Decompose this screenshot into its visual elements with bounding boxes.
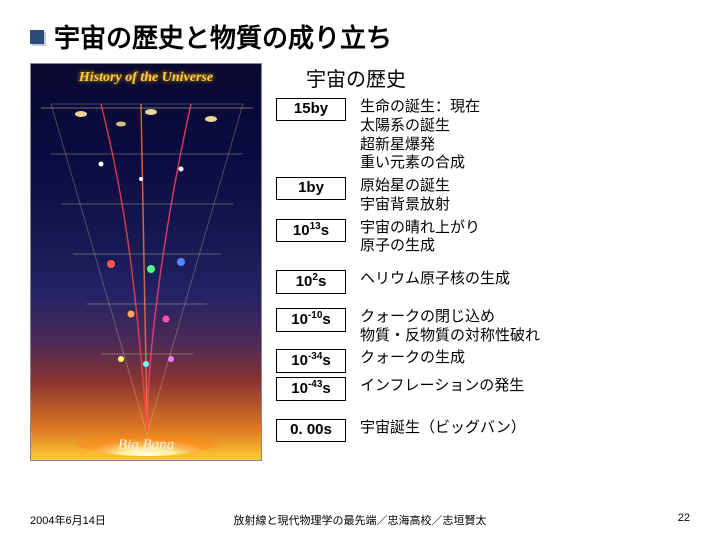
timeline-row: 10-43s インフレーションの発生 xyxy=(276,377,690,401)
footer: 2004年6月14日 放射線と現代物理学の最先端／忠海高校／志垣賢太 22 xyxy=(30,512,690,528)
time-desc: インフレーションの発生 xyxy=(360,377,524,396)
title-bullet xyxy=(30,30,44,44)
timeline-row: 10-34s クォークの生成 xyxy=(276,349,690,373)
time-label: 10-34s xyxy=(276,349,346,373)
timeline-row: 15by 生命の誕生：現在太陽系の誕生超新星爆発重い元素の合成 xyxy=(276,98,690,173)
time-desc: 生命の誕生：現在太陽系の誕生超新星爆発重い元素の合成 xyxy=(360,98,480,173)
diagram-bottom-label: Big Bang xyxy=(31,437,261,454)
page-title: 宇宙の歴史と物質の成り立ち xyxy=(54,18,392,55)
time-label: 15by xyxy=(276,98,346,121)
time-label: 1by xyxy=(276,177,346,200)
diagram-svg xyxy=(31,64,262,461)
time-desc: クォークの生成 xyxy=(360,349,465,368)
time-desc: 宇宙の晴れ上がり原子の生成 xyxy=(360,219,480,257)
universe-diagram: History of the Universe xyxy=(30,63,262,461)
timeline-row: 1013s 宇宙の晴れ上がり原子の生成 xyxy=(276,219,690,257)
timeline-row: 0. 00s 宇宙誕生（ビッグバン） xyxy=(276,419,690,442)
timeline-row: 102s ヘリウム原子核の生成 xyxy=(276,270,690,294)
footer-center: 放射線と現代物理学の最先端／忠海高校／志垣賢太 xyxy=(30,512,690,528)
time-desc: ヘリウム原子核の生成 xyxy=(360,270,510,289)
time-desc: 原始星の誕生宇宙背景放射 xyxy=(360,177,450,215)
time-label: 1013s xyxy=(276,219,346,243)
time-label: 102s xyxy=(276,270,346,294)
timeline-row: 10-10s クォークの閉じ込め物質・反物質の対称性破れ xyxy=(276,308,690,346)
time-desc: クォークの閉じ込め物質・反物質の対称性破れ xyxy=(360,308,540,346)
timeline-row: 1by 原始星の誕生宇宙背景放射 xyxy=(276,177,690,215)
time-label: 0. 00s xyxy=(276,419,346,442)
time-label: 10-10s xyxy=(276,308,346,332)
timeline: 15by 生命の誕生：現在太陽系の誕生超新星爆発重い元素の合成 1by 原始星の誕生宇… xyxy=(276,98,690,442)
time-label: 10-43s xyxy=(276,377,346,401)
time-desc: 宇宙誕生（ビッグバン） xyxy=(360,419,526,438)
subtitle: 宇宙の歴史 xyxy=(306,63,690,92)
